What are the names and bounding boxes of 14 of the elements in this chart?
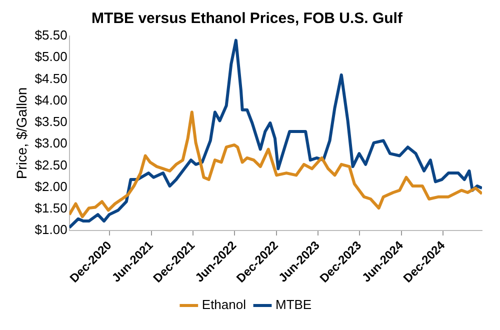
chart-title: MTBE versus Ethanol Prices, FOB U.S. Gulf [92, 10, 404, 28]
y-tick-label: $2.50 [34, 157, 68, 172]
y-tick-label: $4.50 [34, 70, 68, 86]
y-tick-label: $5.50 [34, 28, 68, 43]
y-tick-label: $2.00 [34, 178, 68, 194]
y-tick-label: $3.50 [34, 114, 68, 130]
y-tick-label: $1.00 [34, 222, 68, 238]
y-tick-label: $4.00 [34, 92, 68, 108]
y-axis-title: Price, $/Gallon [13, 87, 30, 180]
y-tick-label: $5.00 [34, 49, 68, 64]
legend-label: Ethanol [202, 297, 246, 312]
y-tick-label: $1.50 [34, 200, 68, 216]
y-tick-label: $3.00 [34, 136, 68, 151]
legend-label: MTBE [275, 297, 312, 312]
